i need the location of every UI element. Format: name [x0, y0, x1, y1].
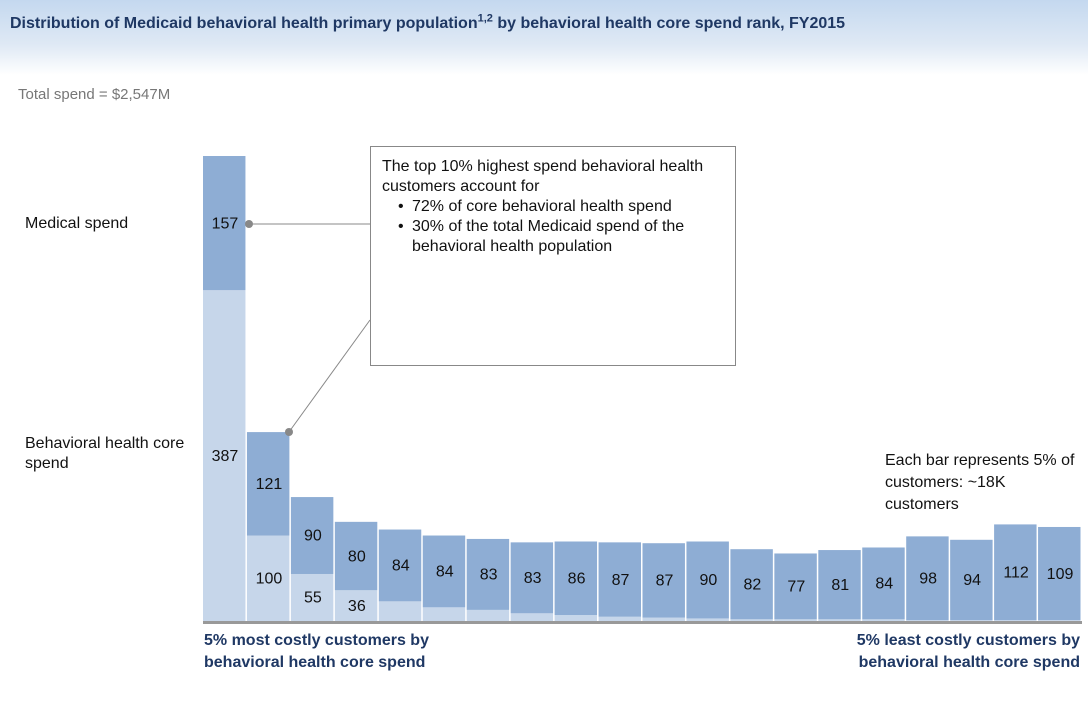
bar-segment [334, 521, 378, 591]
data-label: 121 [256, 476, 283, 493]
callout-text: The top 10% highest spend behavioral hea… [382, 158, 704, 195]
data-label: 84 [875, 576, 893, 593]
bar-segment [422, 607, 466, 621]
bar-segment [510, 613, 554, 621]
data-label: 109 [1047, 566, 1074, 583]
bar-segment [510, 542, 554, 614]
data-label: 77 [787, 579, 805, 596]
bar-segment [378, 529, 422, 602]
bar-segment [1038, 526, 1081, 621]
data-label: 81 [831, 577, 849, 594]
bar-segment [862, 619, 905, 621]
data-label: 86 [568, 570, 586, 587]
bar-segment [774, 553, 817, 620]
bar-segment [994, 620, 1037, 621]
connector-dot [245, 220, 253, 228]
baseline [203, 621, 1082, 624]
bar-segment [422, 535, 466, 608]
bar-segment [290, 497, 334, 574]
data-label: 84 [392, 558, 410, 575]
data-label: 82 [743, 576, 761, 593]
bar-segment [994, 524, 1037, 621]
bar-segment [246, 535, 290, 621]
bar-segment [730, 549, 773, 620]
subtitle: Total spend = $2,547M [18, 86, 171, 103]
data-label: 80 [348, 548, 366, 565]
chart-title: Distribution of Medicaid behavioral heal… [10, 12, 1070, 34]
bar-segment [730, 619, 773, 621]
data-label: 83 [480, 567, 498, 584]
callout-bullet: 72% of core behavioral health spend [398, 197, 724, 217]
series-label: Medical spend [25, 215, 129, 232]
bar-segment [950, 620, 993, 621]
data-label: 83 [524, 570, 542, 587]
bar-segment [950, 539, 993, 621]
data-label: 100 [256, 570, 283, 587]
title-text: Distribution of Medicaid behavioral heal… [10, 15, 478, 32]
bar-segment [906, 536, 949, 621]
callout: The top 10% highest spend behavioral hea… [370, 146, 736, 366]
header-band [0, 0, 1088, 75]
data-label: 55 [304, 590, 322, 607]
series-label: Behavioral health core spend [25, 435, 185, 472]
callout-list: 72% of core behavioral health spend30% o… [382, 197, 724, 257]
bar-segment [466, 538, 510, 610]
x-axis-label: 5% least costly customers by behavioral … [856, 632, 1080, 671]
x-axis-label: 5% most costly customers by behavioral h… [204, 632, 429, 671]
bar-segment [818, 550, 861, 620]
bar-segment [290, 573, 334, 621]
bar-segment [466, 609, 510, 621]
data-label: 87 [612, 572, 630, 589]
bar-segment [203, 156, 246, 291]
bar-segment [246, 432, 290, 536]
data-label: 90 [700, 572, 718, 589]
title-superscript: 1,2 [477, 12, 493, 25]
connector [288, 319, 371, 433]
bar-segment [862, 547, 905, 620]
data-label: 87 [656, 573, 674, 590]
bar-segment [818, 619, 861, 621]
bar-segment [686, 541, 729, 619]
bar-segment [686, 618, 729, 621]
data-label: 84 [436, 564, 454, 581]
bar-segment [203, 290, 246, 621]
title-text: by behavioral health core spend rank, FY… [497, 15, 846, 32]
data-label: 94 [963, 572, 981, 589]
bars: 387 157 100 121 55 90 36 80 84 84 83 83 86 87 87 90 82 77… [203, 156, 1082, 624]
bar-segment [598, 542, 641, 617]
note: Each bar represents 5% of customers: ~18… [885, 452, 1075, 513]
bar-segment [1038, 620, 1081, 621]
connector-dot [285, 428, 293, 436]
data-label: 90 [304, 528, 322, 545]
bar-segment [774, 619, 817, 621]
bar-segment [334, 590, 378, 621]
data-label: 36 [348, 598, 366, 615]
bar-segment [554, 541, 598, 616]
bar-segment [598, 616, 641, 621]
bar-segment [554, 615, 598, 621]
data-label: 112 [1003, 564, 1029, 581]
bar-segment [906, 620, 949, 621]
bar-segment [642, 617, 685, 621]
bar-segment [378, 601, 422, 621]
data-label: 157 [212, 215, 239, 232]
bar-segment [642, 543, 685, 618]
callout-bullet: 30% of the total Medicaid spend of the b… [398, 217, 724, 257]
data-label: 387 [212, 448, 239, 465]
data-label: 98 [919, 570, 937, 587]
